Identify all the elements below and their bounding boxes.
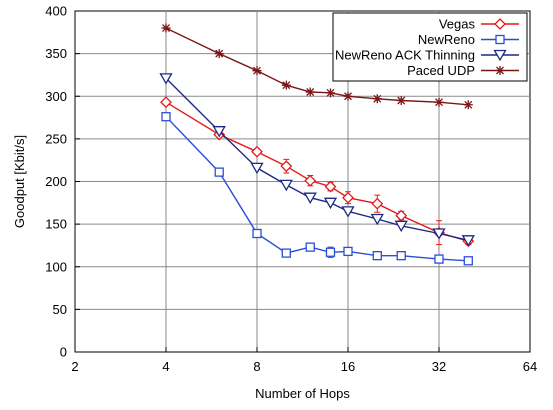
legend-item: Vegas: [439, 17, 519, 32]
data-point: [279, 179, 293, 192]
data-point: [394, 220, 408, 233]
y-tick-label: 250: [45, 131, 67, 146]
data-point: [214, 49, 224, 59]
y-tick-label: 150: [45, 217, 67, 232]
data-point: [372, 94, 382, 104]
data-point: [341, 206, 355, 218]
data-point: [161, 112, 171, 122]
data-point: [395, 209, 408, 222]
legend-label: NewReno: [418, 32, 475, 47]
series-line: [165, 116, 469, 262]
data-point: [343, 91, 353, 101]
data-point: [281, 248, 291, 258]
data-point: [251, 145, 263, 158]
data-point: [396, 251, 406, 261]
x-tick-label: 64: [523, 359, 537, 374]
y-axis: 0 50 100 150 200 250 300 350 400: [45, 4, 80, 360]
x-axis: 2 4 8 16 32 64: [71, 347, 537, 374]
legend-label: Paced UDP: [407, 63, 475, 78]
data-point: [250, 162, 264, 175]
data-point: [396, 96, 406, 106]
data-point: [161, 23, 171, 33]
y-tick-label: 0: [60, 345, 67, 360]
data-point: [280, 160, 293, 173]
series-newreno-ack-thinning: [159, 73, 475, 247]
y-tick-label: 400: [45, 4, 67, 19]
x-axis-label: Number of Hops: [255, 386, 350, 401]
y-tick-label: 300: [45, 89, 67, 104]
data-point: [305, 87, 315, 97]
legend-marker: [494, 18, 506, 30]
series-newreno: [161, 112, 473, 266]
data-point: [342, 191, 354, 204]
y-axis-label: Goodput [Kbit/s]: [12, 135, 27, 228]
series-layer: [159, 23, 475, 266]
data-point: [432, 228, 446, 240]
x-tick-label: 16: [341, 359, 355, 374]
x-tick-label: 2: [71, 359, 78, 374]
x-tick-label: 32: [432, 359, 446, 374]
data-point: [343, 246, 353, 257]
legend-label: Vegas: [439, 17, 476, 32]
data-point: [463, 100, 473, 110]
data-point: [159, 73, 173, 85]
y-tick-label: 50: [53, 302, 67, 317]
data-point: [372, 251, 382, 261]
legend-marker: [495, 66, 505, 75]
data-point: [323, 197, 338, 210]
series-paced-udp: [161, 23, 473, 110]
legend-marker: [493, 49, 507, 62]
y-tick-label: 200: [45, 174, 67, 189]
data-point: [461, 235, 475, 247]
data-point: [370, 213, 384, 226]
data-point: [325, 247, 336, 257]
data-point: [304, 174, 317, 187]
legend-item: Paced UDP: [407, 63, 519, 78]
grid-lines: [75, 11, 530, 352]
legend-item: NewReno: [418, 32, 519, 47]
series-line: [165, 77, 469, 241]
x-tick-label: 8: [253, 359, 260, 374]
data-point: [371, 197, 384, 210]
data-point: [252, 228, 262, 239]
data-point: [252, 66, 262, 76]
data-point: [324, 180, 337, 193]
y-tick-label: 100: [45, 259, 67, 274]
data-point: [434, 254, 444, 264]
data-point: [281, 80, 291, 90]
data-point: [463, 256, 473, 266]
data-point: [305, 242, 315, 252]
legend-label: NewReno ACK Thinning: [335, 48, 475, 63]
data-point: [160, 96, 172, 109]
data-point: [325, 88, 335, 98]
y-tick-label: 350: [45, 46, 67, 61]
data-point: [434, 97, 444, 107]
legend-marker: [495, 34, 505, 45]
data-point: [214, 167, 224, 177]
x-tick-label: 4: [162, 359, 169, 374]
legend-item: NewReno ACK Thinning: [335, 48, 519, 63]
data-point: [303, 192, 317, 204]
data-point: [212, 126, 226, 138]
